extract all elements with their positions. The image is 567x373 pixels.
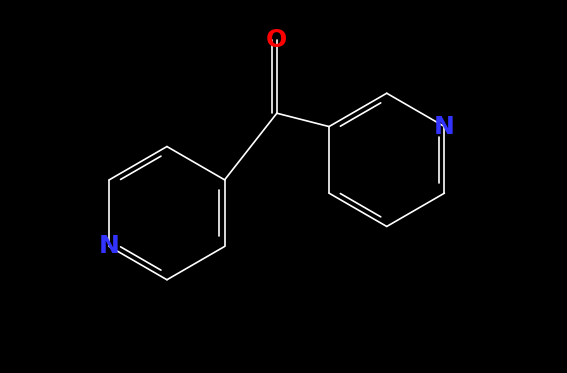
Text: N: N	[99, 235, 120, 258]
Text: O: O	[266, 28, 287, 52]
Text: N: N	[434, 115, 455, 138]
